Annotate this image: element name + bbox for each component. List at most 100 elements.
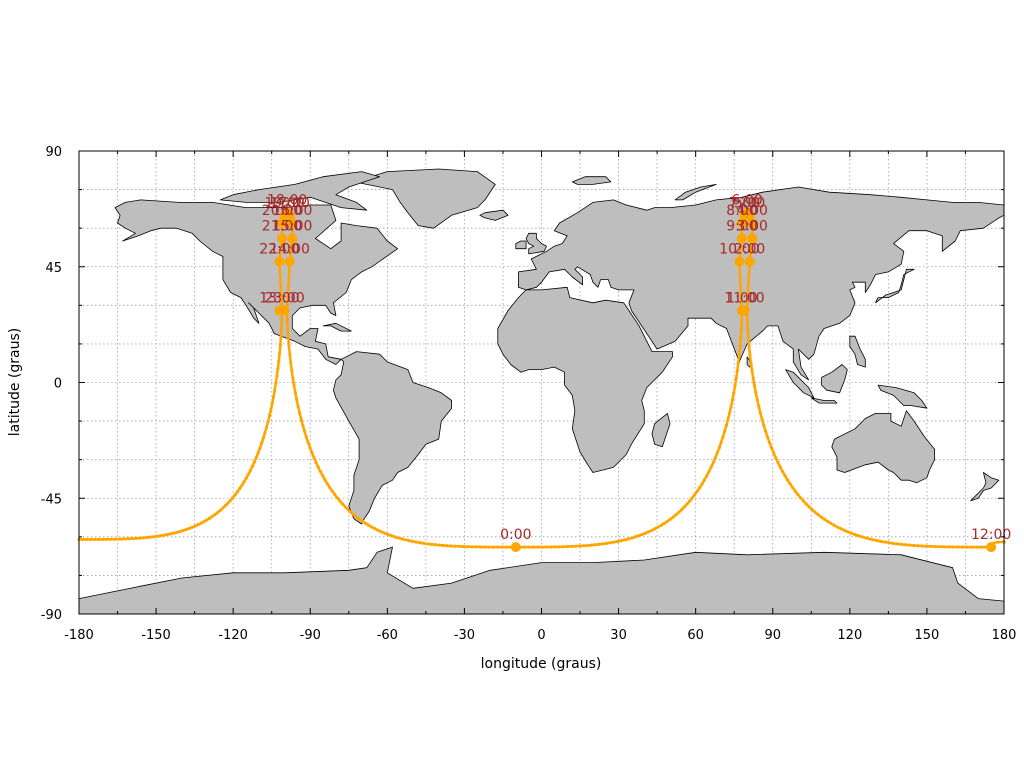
time-marker-point <box>986 542 997 553</box>
land-greenland <box>353 168 496 229</box>
track-point <box>364 521 368 525</box>
land-new-guinea <box>877 384 928 409</box>
track-point <box>637 534 641 538</box>
track-point <box>916 544 920 548</box>
track-point <box>793 489 797 493</box>
track-segment <box>79 310 284 541</box>
track-point <box>250 464 255 468</box>
track-point <box>772 451 776 455</box>
track-point <box>597 542 601 546</box>
track-point <box>783 474 787 478</box>
track-point <box>223 504 228 508</box>
time-label: 3:00 <box>736 218 767 234</box>
track-point <box>312 456 316 460</box>
land-antarctica <box>78 546 1005 615</box>
track-point <box>757 404 761 409</box>
track-point <box>668 517 672 521</box>
time-marker-point <box>739 210 750 221</box>
track-point <box>248 468 253 472</box>
time-label: 20:00 <box>262 203 302 219</box>
track-point <box>767 440 772 445</box>
track-point <box>178 529 182 534</box>
track-point <box>360 519 365 523</box>
time-marker-point <box>744 256 755 267</box>
track-point <box>306 440 310 445</box>
land-great-britain <box>525 232 547 255</box>
track-point <box>278 343 282 347</box>
track-point <box>887 541 891 545</box>
track-point <box>907 543 912 547</box>
track-point <box>383 531 387 535</box>
track-point <box>267 414 272 418</box>
track-point <box>478 545 482 549</box>
track-point <box>723 429 727 433</box>
track-point <box>221 506 225 510</box>
track-point <box>238 486 242 491</box>
land-novaya-zemlya <box>674 184 717 201</box>
track-point <box>970 545 974 549</box>
track-point <box>829 521 833 525</box>
track-point <box>745 318 749 322</box>
track-point <box>721 435 725 439</box>
track-point <box>277 359 281 363</box>
track-point <box>330 489 334 493</box>
track-point <box>565 544 570 549</box>
track-point <box>280 317 284 322</box>
track-point <box>108 537 113 541</box>
track-point <box>523 545 527 549</box>
y-tick-label: 45 <box>45 261 62 276</box>
track-point <box>929 544 933 549</box>
track-point <box>788 482 792 486</box>
land-java <box>810 397 838 404</box>
track-point <box>411 539 415 543</box>
track-point <box>184 527 188 532</box>
track-point <box>461 544 466 549</box>
track-point <box>285 318 289 322</box>
x-axis-title: longitude (graus) <box>481 656 602 672</box>
track-point <box>335 496 339 500</box>
x-tick-label: 30 <box>610 628 627 643</box>
track-point <box>682 505 687 509</box>
time-label: 11:00 <box>724 290 764 306</box>
y-tick-label: -45 <box>41 492 62 507</box>
track-point <box>951 545 955 549</box>
track-point <box>276 367 280 371</box>
track-point <box>470 545 474 549</box>
track-point <box>318 469 323 474</box>
track-point <box>832 523 836 527</box>
track-point <box>677 510 681 514</box>
track-point <box>822 517 826 521</box>
track-point <box>819 515 823 519</box>
track-point <box>441 543 445 548</box>
track-point <box>357 517 362 521</box>
track-point <box>226 501 230 505</box>
track-point <box>643 531 647 535</box>
track-point <box>292 383 296 388</box>
x-tick-label: -90 <box>300 628 321 643</box>
land-philippines <box>849 335 866 368</box>
time-label: 12:00 <box>971 527 1011 543</box>
time-label: 22:00 <box>259 242 299 258</box>
track-point <box>996 540 1000 544</box>
track-point <box>960 545 965 549</box>
track-point <box>352 513 356 517</box>
track-point <box>593 543 597 547</box>
track-point <box>216 510 220 515</box>
track-point <box>231 496 235 500</box>
track-point <box>778 465 782 469</box>
time-label: 9:00 <box>726 218 757 234</box>
time-marker-point <box>287 233 298 244</box>
track-point <box>273 388 277 392</box>
track-point <box>85 537 89 542</box>
time-marker-point <box>284 256 295 267</box>
track-point <box>835 525 840 529</box>
track-point <box>698 485 702 490</box>
time-marker-point <box>276 233 287 244</box>
track-point <box>711 460 715 465</box>
time-label: 8:00 <box>726 203 757 219</box>
track-point <box>707 469 711 474</box>
track-point <box>235 490 240 494</box>
track-point <box>123 537 128 541</box>
time-label: 7:00 <box>729 195 760 211</box>
track-point <box>680 507 684 512</box>
